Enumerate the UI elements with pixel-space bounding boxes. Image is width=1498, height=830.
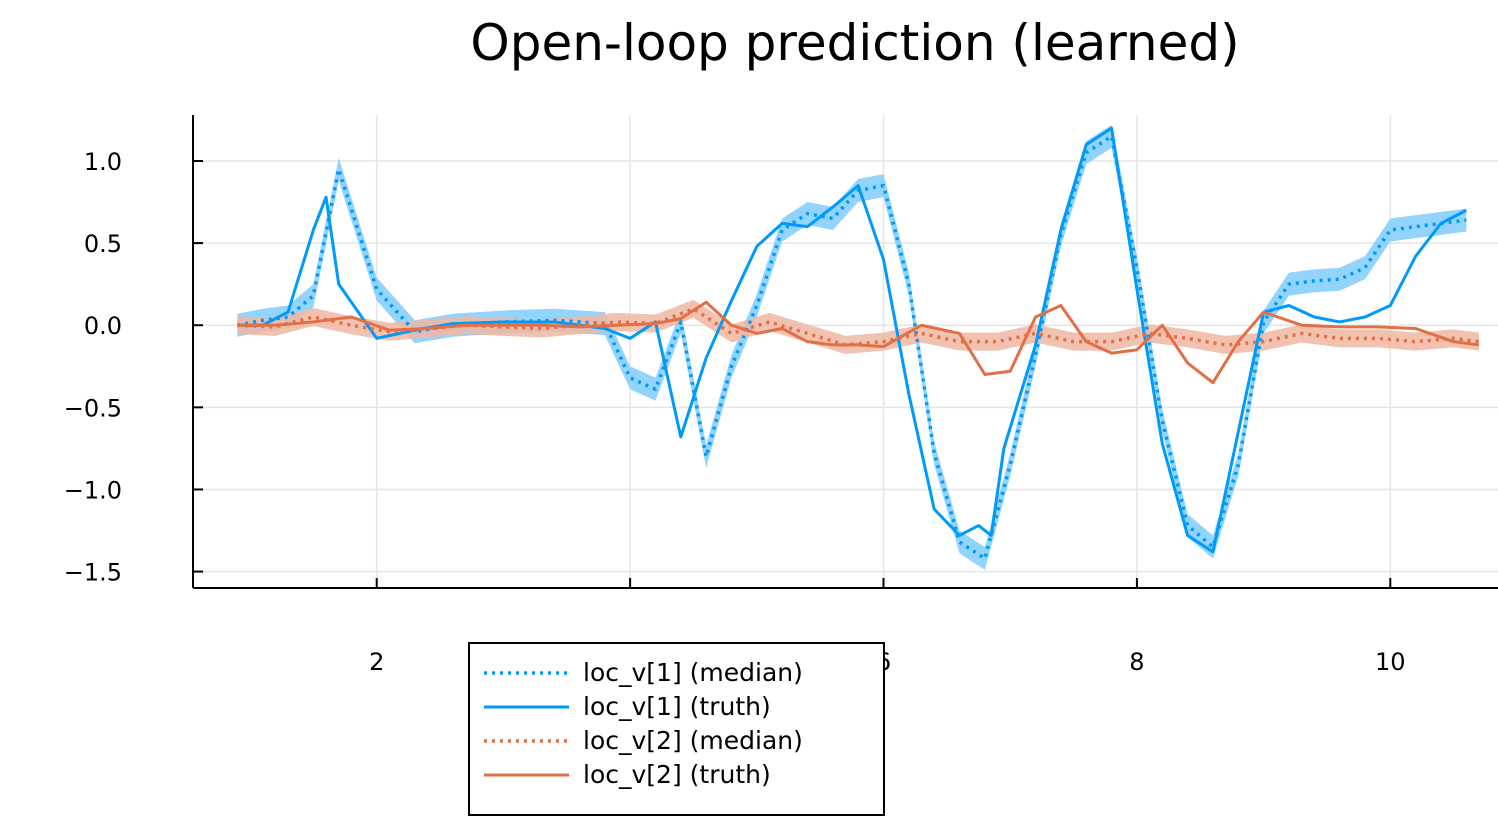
legend-box — [468, 642, 885, 816]
series-1-line — [237, 134, 1467, 561]
y-tick-labels: 1.0 0.5 0.0 −0.5 −1.0 −1.5 — [64, 148, 122, 587]
y-tick-label: −1.0 — [64, 476, 122, 504]
series-4-line — [237, 300, 1480, 385]
axes — [192, 115, 1498, 589]
series-2-line — [237, 126, 1468, 554]
series-lines — [237, 126, 1480, 561]
series-3-band — [237, 299, 1479, 354]
x-tick-label: 10 — [1375, 648, 1406, 676]
y-tick-label: 1.0 — [84, 148, 122, 176]
y-tick-label: −1.5 — [64, 559, 122, 587]
legend: loc_v[1] (median) loc_v[1] (truth) loc_v[2… — [468, 642, 885, 816]
x-tick-label: 2 — [369, 648, 384, 676]
legend-label-2: loc_v[1] (truth) — [583, 692, 771, 721]
y-tick-label: 0.0 — [84, 312, 122, 340]
legend-label-4: loc_v[2] (truth) — [583, 760, 771, 789]
chart-title: Open-loop prediction (learned) — [470, 14, 1239, 72]
y-tick-label: 0.5 — [84, 230, 122, 258]
x-tick-label: 8 — [1129, 648, 1144, 676]
y-tick-label: −0.5 — [64, 394, 122, 422]
grid-lines — [193, 115, 1498, 588]
uncertainty-bands — [237, 124, 1479, 570]
legend-label-3: loc_v[2] (median) — [583, 726, 803, 755]
legend-label-1: loc_v[1] (median) — [583, 658, 803, 687]
